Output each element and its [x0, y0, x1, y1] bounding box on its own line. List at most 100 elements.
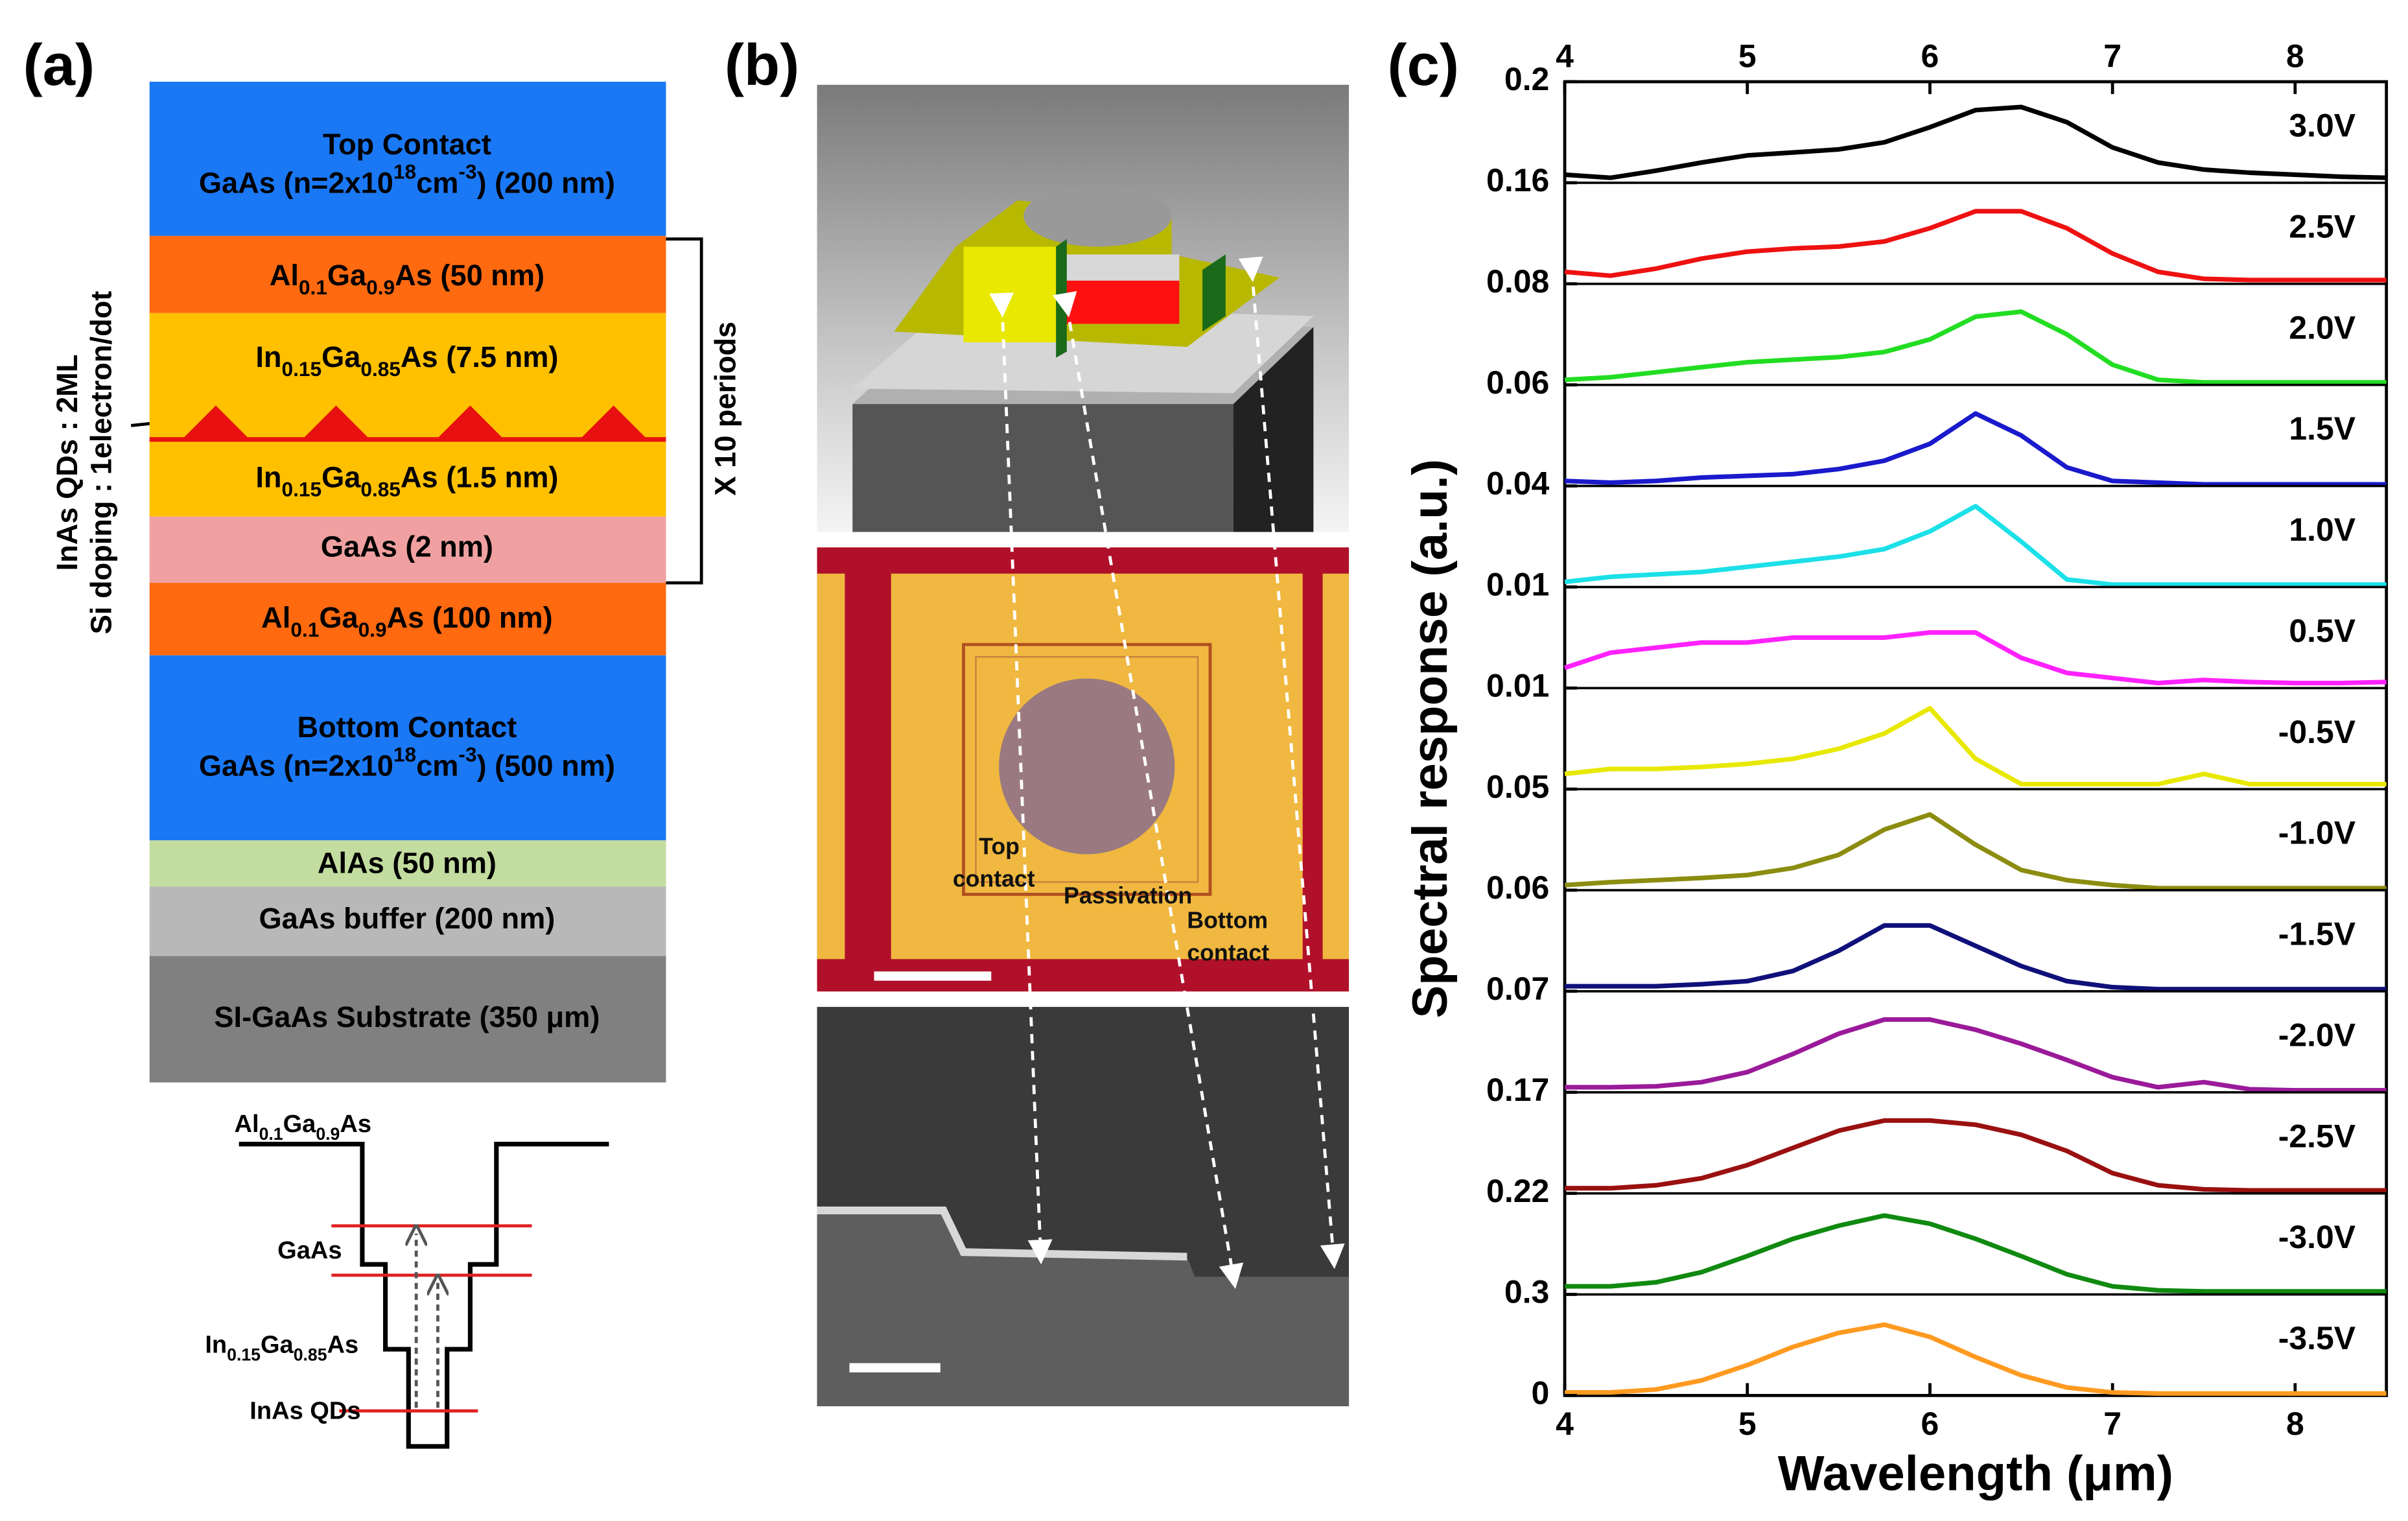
layer	[149, 82, 666, 236]
y-tick-label: 0.07	[1486, 971, 1549, 1007]
layer	[149, 655, 666, 841]
optical-image	[817, 547, 1350, 992]
layer-label: In0.15Ga0.85As (7.5 nm)	[255, 340, 558, 381]
layer-label: Al0.1Ga0.9As (100 nm)	[261, 601, 552, 641]
y-tick-label: 0.06	[1486, 364, 1549, 401]
layer-label: Al0.1Ga0.9As (50 nm)	[270, 259, 544, 299]
spectrum-line	[1564, 504, 2387, 587]
x-tick-label: 6	[1921, 1406, 1939, 1442]
layer-label: GaAs buffer (200 nm)	[259, 902, 555, 935]
text-run: Top Contact	[323, 128, 491, 161]
x-tick-label: 7	[2103, 1406, 2122, 1442]
layer	[149, 886, 666, 956]
text-run: 0.9	[358, 618, 387, 641]
x-tick-label: 8	[2286, 38, 2304, 75]
text-run: Ga	[327, 259, 367, 292]
spectrum-line	[1564, 411, 2387, 487]
quantum-dot	[436, 405, 504, 440]
layer	[149, 516, 666, 584]
legend-label: -3.0V	[2278, 1219, 2355, 1255]
text-run: In	[205, 1331, 227, 1358]
legend-label: -1.0V	[2278, 815, 2355, 851]
image-annotation: contact	[1187, 940, 1269, 966]
text-run: ) (200 nm)	[477, 166, 615, 199]
text-run: As (1.5 nm)	[401, 461, 558, 494]
text-run: -3	[458, 743, 476, 766]
spectrum-line	[1563, 630, 2387, 686]
text-run: ) (500 nm)	[477, 749, 615, 782]
text-run: GaAs (2 nm)	[321, 530, 493, 563]
y-tick-label: 0.3	[1504, 1274, 1549, 1310]
y-tick-label: 0.22	[1486, 1173, 1549, 1209]
text-run: 0.85	[360, 478, 401, 501]
layer-label: SI-GaAs Substrate (350 μm)	[214, 1000, 600, 1033]
legend-label: -3.5V	[2278, 1320, 2355, 1356]
legend-label: 2.0V	[2289, 309, 2355, 346]
layer	[149, 235, 666, 313]
period-bracket	[666, 237, 703, 585]
text-run: 0.85	[294, 1345, 327, 1364]
layer	[149, 956, 666, 1083]
text-run: Al	[261, 601, 290, 634]
sem-image	[817, 1007, 1350, 1407]
image-annotation: Bottom	[1187, 908, 1268, 934]
y-tick-label: 0.16	[1486, 162, 1549, 198]
layer-label: AlAs (50 nm)	[318, 846, 497, 879]
x-tick-label: 4	[1556, 38, 1574, 75]
text-run: 0.9	[316, 1124, 340, 1144]
legend-label: -2.5V	[2278, 1118, 2355, 1154]
quantum-dot	[302, 405, 370, 440]
band-label: GaAs	[277, 1237, 342, 1264]
image-annotation: contact	[953, 866, 1035, 891]
text-run: As	[327, 1331, 359, 1358]
text-run: Bottom Contact	[298, 711, 517, 744]
text-run: In	[255, 340, 281, 373]
panel-label: (c)	[1388, 32, 1459, 98]
x-axis-label: Wavelength (μm)	[1778, 1446, 2173, 1502]
y-tick-label: 0.05	[1486, 768, 1549, 805]
text-run: 18	[393, 743, 416, 766]
quantum-dot	[181, 405, 250, 440]
y-tick-label: 0	[1531, 1375, 1549, 1411]
text-run: -3	[458, 160, 476, 183]
layer-label: GaAs (n=2x1018cm-3) (500 nm)	[199, 743, 615, 783]
spectra-plot: 4 4 5 5 6 6 7 7 8 8 0.2 3.0V 0.16 2.5V 0.08 2.0V 0.06 1.5…	[1403, 38, 2389, 1502]
text-run: 0.15	[282, 358, 322, 381]
spectrum-line	[1565, 1322, 2387, 1396]
band-label: InAs QDs	[250, 1398, 360, 1425]
y-tick-label: 0.2	[1504, 61, 1549, 97]
text-run: Ga	[261, 1331, 294, 1358]
text-run: Ga	[321, 340, 361, 373]
spectrum-line	[1565, 923, 2387, 992]
panel-label: (b)	[725, 32, 799, 98]
legend-label: 2.5V	[2289, 208, 2355, 244]
legend-label: 1.5V	[2289, 410, 2355, 447]
x-tick-label: 8	[2286, 1406, 2304, 1442]
x-tick-label: 4	[1556, 1406, 1574, 1442]
layer	[149, 312, 666, 440]
spectrum-line	[1565, 1213, 2387, 1294]
text-run: cm	[416, 749, 458, 782]
x-tick-label: 5	[1738, 38, 1757, 75]
image-annotation: Passivation	[1064, 883, 1192, 909]
text-run: GaAs	[277, 1237, 342, 1264]
text-run: GaAs (n=2x10	[199, 749, 393, 782]
text-run: cm	[416, 166, 458, 199]
y-axis-label: Spectral response (a.u.)	[1403, 459, 1458, 1019]
y-tick-label: 0.06	[1486, 869, 1549, 906]
y-tick-label: 0.08	[1486, 263, 1549, 300]
quantum-dot	[579, 405, 648, 440]
x-tick-label: 7	[2103, 38, 2122, 75]
text-run: In	[255, 461, 281, 494]
band-profile	[239, 1142, 609, 1449]
text-run: As	[340, 1111, 371, 1138]
text-run: 18	[393, 160, 416, 183]
period-label: X 10 periods	[709, 322, 742, 496]
layer	[149, 439, 666, 517]
legend-label: 0.5V	[2289, 613, 2355, 649]
panel-label: (a)	[23, 32, 95, 98]
text-run: As (100 nm)	[387, 601, 553, 634]
image-annotation: Top	[979, 834, 1020, 860]
text-run: AlAs (50 nm)	[318, 846, 497, 879]
y-tick-label: 0.04	[1486, 466, 1549, 502]
